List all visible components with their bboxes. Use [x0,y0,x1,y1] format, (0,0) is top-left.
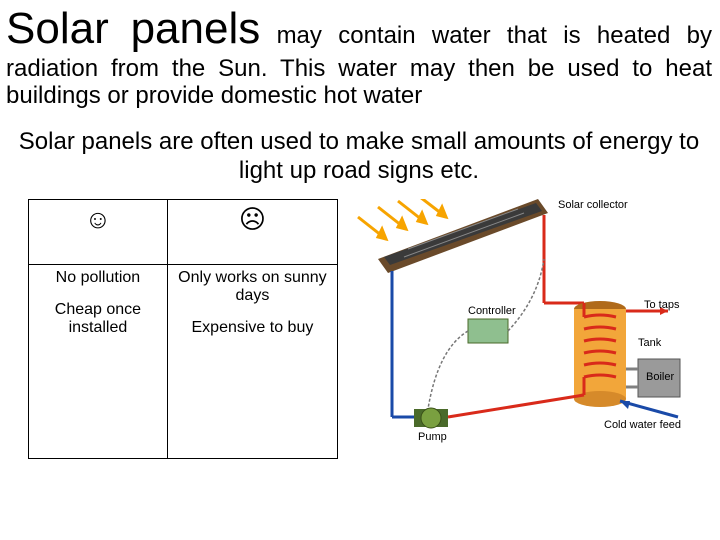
pros-cons-table: ☺ ☹ No pollution Cheap once installed On… [28,199,338,459]
label-solar-collector: Solar collector [558,199,628,211]
title-text: Solar panels [6,4,260,53]
secondary-paragraph: Solar panels are often used to make smal… [0,110,720,186]
con-1: Only works on sunny days [174,269,331,305]
header-con-icon: ☹ [167,200,337,265]
label-tank: Tank [638,337,661,349]
label-cold-feed: Cold water feed [604,419,681,431]
cons-cell: Only works on sunny days Expensive to bu… [167,265,337,459]
con-2: Expensive to buy [174,319,331,337]
pros-cell: No pollution Cheap once installed [29,265,168,459]
label-to-taps: To taps [644,299,679,311]
pro-1: No pollution [35,269,161,287]
solar-system-diagram: Solar collector To taps Tank Boiler Cold… [348,199,688,459]
label-boiler: Boiler [646,371,674,383]
pro-2: Cheap once installed [35,301,161,337]
header-pro-icon: ☺ [29,200,168,265]
intro-paragraph: Solar panels may contain water that is h… [0,0,720,110]
label-pump: Pump [418,431,447,443]
label-controller: Controller [468,305,516,317]
